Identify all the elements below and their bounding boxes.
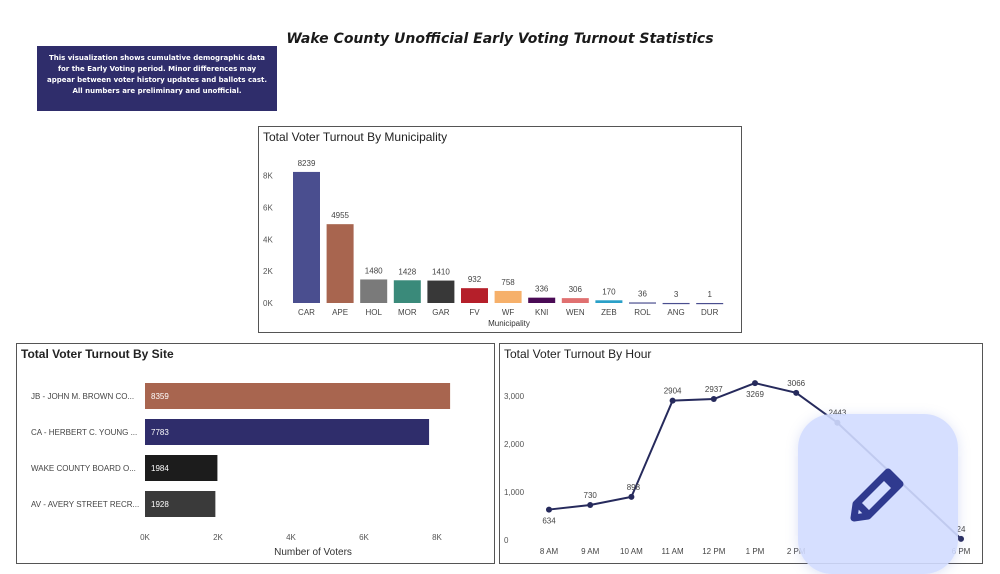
x-tick-label: ZEB bbox=[601, 308, 617, 317]
y-tick-label: 0 bbox=[504, 536, 509, 545]
data-label: 730 bbox=[584, 491, 598, 500]
municipality-chart-title: Total Voter Turnout By Municipality bbox=[263, 130, 447, 144]
data-label: 758 bbox=[501, 278, 515, 287]
data-label: 8359 bbox=[151, 392, 169, 401]
x-tick-label: HOL bbox=[365, 308, 382, 317]
data-label: 3066 bbox=[787, 379, 805, 388]
data-label: 8239 bbox=[298, 159, 316, 168]
data-label: 1928 bbox=[151, 500, 169, 509]
data-point bbox=[546, 507, 552, 513]
pencil-icon bbox=[848, 464, 908, 524]
data-point bbox=[670, 398, 676, 404]
data-label: 1428 bbox=[398, 267, 416, 276]
bar bbox=[629, 302, 656, 303]
x-tick-label: APE bbox=[332, 308, 348, 317]
x-tick-label: 12 PM bbox=[702, 547, 725, 556]
category-label: CA - HERBERT C. YOUNG ... bbox=[31, 428, 137, 437]
x-tick-label: KNI bbox=[535, 308, 548, 317]
bar bbox=[562, 298, 589, 303]
x-tick-label: MOR bbox=[398, 308, 417, 317]
edit-button[interactable] bbox=[798, 414, 958, 574]
bar bbox=[696, 303, 723, 304]
data-point bbox=[587, 502, 593, 508]
data-label: 2904 bbox=[664, 387, 682, 396]
bar bbox=[595, 300, 622, 303]
bar bbox=[293, 172, 320, 303]
data-label: 1410 bbox=[432, 268, 450, 277]
category-label: WAKE COUNTY BOARD O... bbox=[31, 464, 136, 473]
site-chart: JB - JOHN M. BROWN CO... 8359 CA - HERBERT… bbox=[17, 344, 494, 563]
x-tick-label: 6K bbox=[359, 533, 369, 542]
x-tick-label: DUR bbox=[701, 308, 719, 317]
data-label: 4955 bbox=[331, 211, 349, 220]
data-label: 7783 bbox=[151, 428, 169, 437]
site-chart-title: Total Voter Turnout By Site bbox=[21, 347, 174, 361]
bar bbox=[495, 291, 522, 303]
bar bbox=[427, 281, 454, 303]
page-title: Wake County Unofficial Early Voting Turn… bbox=[0, 31, 1000, 47]
data-label: 3 bbox=[674, 290, 679, 299]
category-label: JB - JOHN M. BROWN CO... bbox=[31, 392, 134, 401]
data-point bbox=[628, 494, 634, 500]
bar bbox=[394, 280, 421, 303]
x-tick-label: 10 AM bbox=[620, 547, 643, 556]
bar bbox=[663, 303, 690, 304]
y-tick-label: 2,000 bbox=[504, 440, 525, 449]
bar bbox=[327, 224, 354, 303]
bar bbox=[461, 288, 488, 303]
bar bbox=[145, 383, 450, 409]
x-tick-label: GAR bbox=[432, 308, 450, 317]
data-label: 932 bbox=[468, 275, 482, 284]
data-point bbox=[752, 380, 758, 386]
y-tick-label: 2K bbox=[263, 267, 273, 276]
bar bbox=[528, 298, 555, 303]
data-label: 898 bbox=[627, 483, 641, 492]
x-axis-label: Number of Voters bbox=[274, 547, 352, 558]
x-tick-label: 1 PM bbox=[746, 547, 765, 556]
data-point bbox=[711, 396, 717, 402]
y-tick-label: 6K bbox=[263, 204, 273, 213]
data-label: 336 bbox=[535, 285, 549, 294]
x-tick-label: FV bbox=[469, 308, 480, 317]
x-tick-label: 8 AM bbox=[540, 547, 559, 556]
hour-chart-title: Total Voter Turnout By Hour bbox=[504, 347, 651, 361]
data-label: 634 bbox=[542, 517, 556, 526]
x-tick-label: 9 AM bbox=[581, 547, 600, 556]
bar bbox=[145, 419, 429, 445]
category-label: AV - AVERY STREET RECR... bbox=[31, 500, 139, 509]
data-label: 1 bbox=[707, 290, 712, 299]
y-tick-label: 3,000 bbox=[504, 392, 525, 401]
data-label: 1480 bbox=[365, 266, 383, 275]
data-point bbox=[793, 390, 799, 396]
x-tick-label: CAR bbox=[298, 308, 315, 317]
x-tick-label: WEN bbox=[566, 308, 585, 317]
y-tick-label: 8K bbox=[263, 172, 273, 181]
info-note: This visualization shows cumulative demo… bbox=[37, 46, 277, 111]
bar bbox=[360, 279, 387, 303]
x-tick-label: 4K bbox=[286, 533, 296, 542]
data-label: 2937 bbox=[705, 385, 723, 394]
x-tick-label: 2K bbox=[213, 533, 223, 542]
x-tick-label: ROL bbox=[634, 308, 651, 317]
x-tick-label: ANG bbox=[667, 308, 684, 317]
municipality-chart: 0K 2K 4K 6K 8K 8239 CAR 4955 APE 1480 HOL 1428 MOR 14… bbox=[259, 127, 741, 332]
data-label: 1984 bbox=[151, 464, 169, 473]
data-label: 170 bbox=[602, 287, 616, 296]
data-label: 36 bbox=[638, 289, 647, 298]
municipality-chart-panel: Total Voter Turnout By Municipality 0K 2K… bbox=[258, 126, 742, 333]
data-point bbox=[958, 536, 964, 542]
y-tick-label: 1,000 bbox=[504, 488, 525, 497]
x-tick-label: 11 AM bbox=[662, 547, 684, 556]
x-tick-label: 0K bbox=[140, 533, 150, 542]
x-axis-label: Municipality bbox=[488, 319, 530, 328]
x-tick-label: WF bbox=[502, 308, 515, 317]
x-tick-label: 8K bbox=[432, 533, 442, 542]
y-tick-label: 4K bbox=[263, 235, 273, 244]
site-chart-panel: Total Voter Turnout By Site JB - JOHN M.… bbox=[16, 343, 495, 564]
y-tick-label: 0K bbox=[263, 299, 273, 308]
data-label: 3269 bbox=[746, 390, 764, 399]
data-label: 306 bbox=[569, 285, 583, 294]
